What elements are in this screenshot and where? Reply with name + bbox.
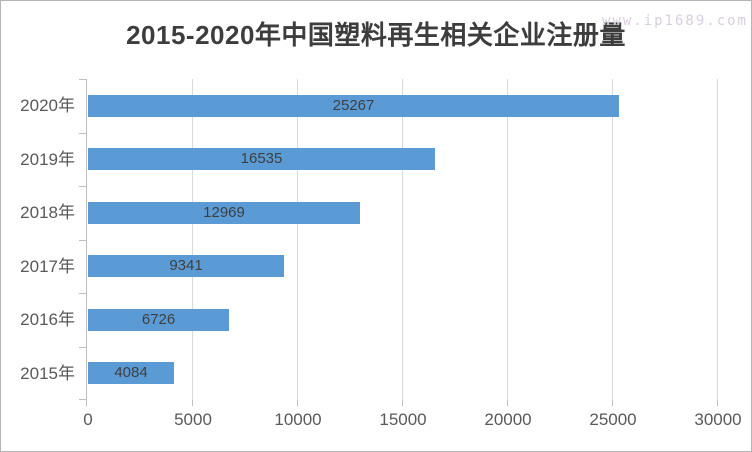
- major-gridline: [192, 79, 193, 400]
- category-label: 2015年: [20, 364, 75, 383]
- value-axis-tick: [402, 400, 403, 406]
- value-axis-tick-label: 0: [83, 410, 93, 429]
- value-axis-tick-label: 25000: [589, 410, 637, 429]
- major-gridline: [402, 79, 403, 400]
- value-axis-tick: [507, 400, 508, 406]
- category-axis-tick: [79, 133, 87, 134]
- bar-2020: [88, 95, 619, 117]
- value-axis-tick-label: 20000: [484, 410, 532, 429]
- bar-2016: [88, 309, 229, 331]
- category-label: 2020年: [20, 96, 75, 115]
- category-axis-tick: [79, 293, 87, 294]
- bar-value-label: 12969: [203, 204, 245, 221]
- value-axis-tick: [297, 400, 298, 406]
- bar-value-label: 16535: [240, 150, 283, 167]
- bar-value-label: 25267: [332, 97, 375, 114]
- category-axis-tick: [79, 79, 87, 80]
- value-axis-tick-label: 15000: [379, 410, 427, 429]
- major-gridline: [717, 79, 718, 400]
- value-axis-tick: [192, 400, 193, 406]
- bar-2019: [88, 148, 435, 170]
- chart-title: 2015-2020年中国塑料再生相关企业注册量: [126, 20, 626, 50]
- category-axis-line: [86, 79, 87, 400]
- major-gridline: [297, 79, 298, 400]
- bar-2015: [88, 362, 174, 384]
- category-label: 2019年: [20, 150, 75, 169]
- category-axis-tick: [79, 347, 87, 348]
- bar-value-label: 6726: [141, 311, 176, 328]
- bar-2018: [88, 202, 360, 224]
- bar-2017: [88, 255, 284, 277]
- value-axis-tick-label: 5000: [174, 410, 212, 429]
- category-axis-tick: [79, 240, 87, 241]
- plot-area: 25267 16535 12969 9341 6726 4084: [79, 79, 718, 406]
- value-axis-tick-label: 30000: [694, 410, 742, 429]
- value-axis-tick: [86, 400, 87, 406]
- category-label: 2018年: [20, 203, 75, 222]
- value-axis-tick-label: 10000: [274, 410, 322, 429]
- bar-value-label: 4084: [114, 364, 148, 381]
- major-gridline: [507, 79, 508, 400]
- category-axis-tick: [79, 399, 87, 400]
- value-axis-tick: [612, 400, 613, 406]
- watermark-text: www.ip1689.com: [601, 13, 748, 29]
- category-axis-tick: [79, 186, 87, 187]
- category-label: 2017年: [20, 257, 75, 276]
- major-gridline: [612, 79, 613, 400]
- category-label: 2016年: [20, 310, 75, 329]
- value-axis-tick: [717, 400, 718, 406]
- bar-value-label: 9341: [169, 257, 203, 274]
